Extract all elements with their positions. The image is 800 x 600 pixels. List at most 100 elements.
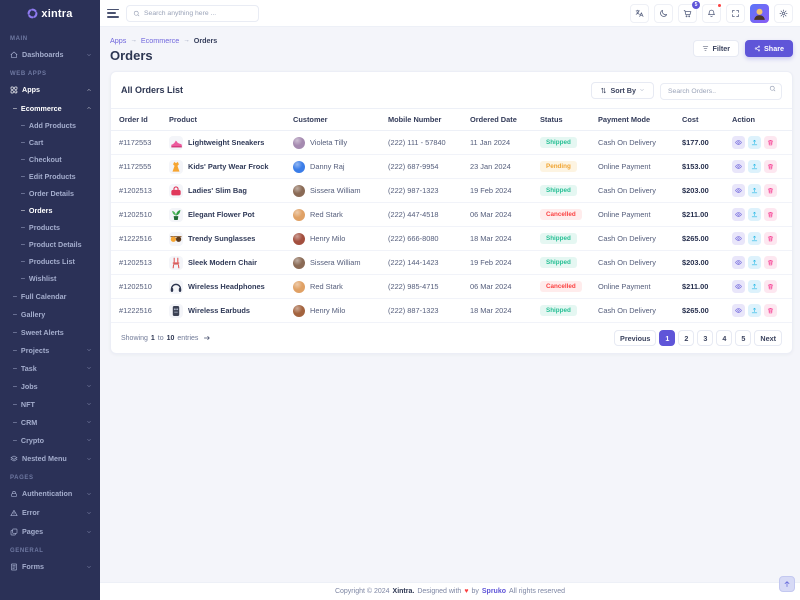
sidebar-item-cart[interactable]: – Cart (0, 134, 100, 151)
sidebar-item-ecommerce[interactable]: – Ecommerce (0, 99, 100, 117)
payment-mode: Cash On Delivery (590, 178, 674, 203)
page-3-button[interactable]: 3 (697, 330, 714, 346)
avatar (293, 136, 305, 149)
download-button[interactable] (748, 160, 761, 173)
payment-mode: Online Payment (590, 202, 674, 227)
cart-button[interactable]: 5 (678, 0, 700, 23)
view-button[interactable] (732, 256, 745, 269)
download-button[interactable] (748, 256, 761, 269)
sidebar-item-order-details[interactable]: – Order Details (0, 185, 100, 202)
entries-from: 1 (150, 334, 155, 342)
sidebar-item-label: Orders (28, 206, 53, 215)
sidebar-item-full-calendar[interactable]: – Full Calendar (0, 287, 100, 305)
page-1-button[interactable]: 1 (659, 330, 676, 346)
view-button[interactable] (732, 184, 745, 197)
sidebar-item-add-products[interactable]: – Add Products (0, 117, 100, 134)
footer-designer[interactable]: Spruko (481, 588, 506, 595)
fullscreen-button[interactable] (726, 3, 745, 23)
sidebar-item-products-list[interactable]: – Products List (0, 253, 100, 270)
orders-search-input[interactable] (660, 83, 782, 100)
column-header: Payment Mode (590, 109, 674, 131)
sidebar-item-projects[interactable]: – Projects (0, 341, 100, 359)
sort-by-button[interactable]: Sort By (591, 81, 654, 99)
sidebar-item-forms[interactable]: Forms (0, 557, 100, 576)
breadcrumb: Apps → Ecommerce → Orders (110, 36, 217, 45)
delete-button[interactable] (764, 136, 777, 149)
view-button[interactable] (732, 136, 745, 149)
view-button[interactable] (732, 208, 745, 221)
sidebar-item-error[interactable]: Error (0, 503, 100, 522)
logo[interactable]: xintra (0, 0, 100, 27)
delete-button[interactable] (764, 280, 777, 293)
sidebar-item-dashboards[interactable]: Dashboards (0, 45, 100, 64)
sidebar-item-product-details[interactable]: – Product Details (0, 236, 100, 253)
download-button[interactable] (748, 232, 761, 245)
next-page-button[interactable]: Next (754, 330, 782, 346)
download-button[interactable] (748, 136, 761, 149)
sidebar-item-wishlist[interactable]: – Wishlist (0, 270, 100, 287)
sidebar-item-orders[interactable]: – Orders (0, 202, 100, 219)
view-button[interactable] (732, 304, 745, 317)
sidebar-item-label: Nested Menu (22, 454, 67, 463)
moon-button[interactable] (654, 3, 673, 23)
filter-button[interactable]: Filter (693, 40, 740, 57)
sidebar-item-task[interactable]: – Task (0, 359, 100, 377)
translate-button[interactable] (630, 3, 649, 23)
ordered-date: 18 Mar 2024 (462, 298, 532, 323)
bell-button[interactable] (702, 2, 722, 23)
download-button[interactable] (748, 304, 761, 317)
page-2-button[interactable]: 2 (678, 330, 695, 346)
sidebar-item-apps[interactable]: Apps (0, 80, 100, 99)
sidebar-item-products[interactable]: – Products (0, 219, 100, 236)
sidebar-item-label: Forms (22, 562, 44, 571)
page-4-button[interactable]: 4 (716, 330, 733, 346)
global-search-input[interactable] (144, 9, 252, 17)
mobile-number: (222) 887-1323 (380, 298, 462, 323)
download-button[interactable] (748, 184, 761, 197)
download-button[interactable] (748, 208, 761, 221)
delete-button[interactable] (764, 256, 777, 269)
previous-page-button[interactable]: Previous (614, 330, 657, 346)
breadcrumb-ecommerce[interactable]: Ecommerce (140, 36, 180, 45)
sidebar-item-checkout[interactable]: – Checkout (0, 151, 100, 168)
sidebar-item-authentication[interactable]: Authentication (0, 484, 100, 503)
menu-toggle-button[interactable] (107, 8, 119, 18)
chevron-down-icon (86, 401, 92, 407)
sidebar-item-edit-products[interactable]: – Edit Products (0, 168, 100, 185)
delete-button[interactable] (764, 232, 777, 245)
chevron-down-icon (86, 510, 92, 516)
table-row: #1202513 Sleek Modern Chair Sissera Willia… (111, 250, 792, 275)
view-button[interactable] (732, 160, 745, 173)
sidebar-item-nested-menu[interactable]: Nested Menu (0, 449, 100, 468)
sidebar-item-sweet-alerts[interactable]: – Sweet Alerts (0, 323, 100, 341)
download-button[interactable] (748, 280, 761, 293)
trash-icon (767, 187, 774, 194)
bullet-dash: – (13, 328, 17, 336)
sidebar-item-gallery[interactable]: – Gallery (0, 305, 100, 323)
form-icon (10, 563, 18, 571)
cost: $211.00 (674, 274, 724, 299)
cart-icon (683, 9, 692, 18)
sidebar-item-nft[interactable]: – NFT (0, 395, 100, 413)
sidebar-item-jobs[interactable]: – Jobs (0, 377, 100, 395)
view-button[interactable] (732, 232, 745, 245)
headphones-icon (169, 279, 183, 294)
delete-button[interactable] (764, 184, 777, 197)
sidebar-item-crm[interactable]: – CRM (0, 413, 100, 431)
delete-button[interactable] (764, 208, 777, 221)
share-button[interactable]: Share (745, 40, 793, 57)
scroll-to-top-button[interactable] (779, 576, 795, 592)
page-5-button[interactable]: 5 (735, 330, 752, 346)
export-icon (751, 235, 758, 242)
gear-icon (779, 9, 788, 18)
avatar[interactable] (750, 3, 769, 23)
view-button[interactable] (732, 280, 745, 293)
delete-button[interactable] (764, 304, 777, 317)
gear-button[interactable] (774, 3, 793, 23)
breadcrumb-separator: → (130, 37, 137, 44)
bullet-dash: – (21, 258, 25, 265)
sidebar-item-crypto[interactable]: – Crypto (0, 431, 100, 449)
breadcrumb-apps[interactable]: Apps (110, 36, 127, 45)
delete-button[interactable] (764, 160, 777, 173)
sidebar-item-pages[interactable]: Pages (0, 522, 100, 541)
